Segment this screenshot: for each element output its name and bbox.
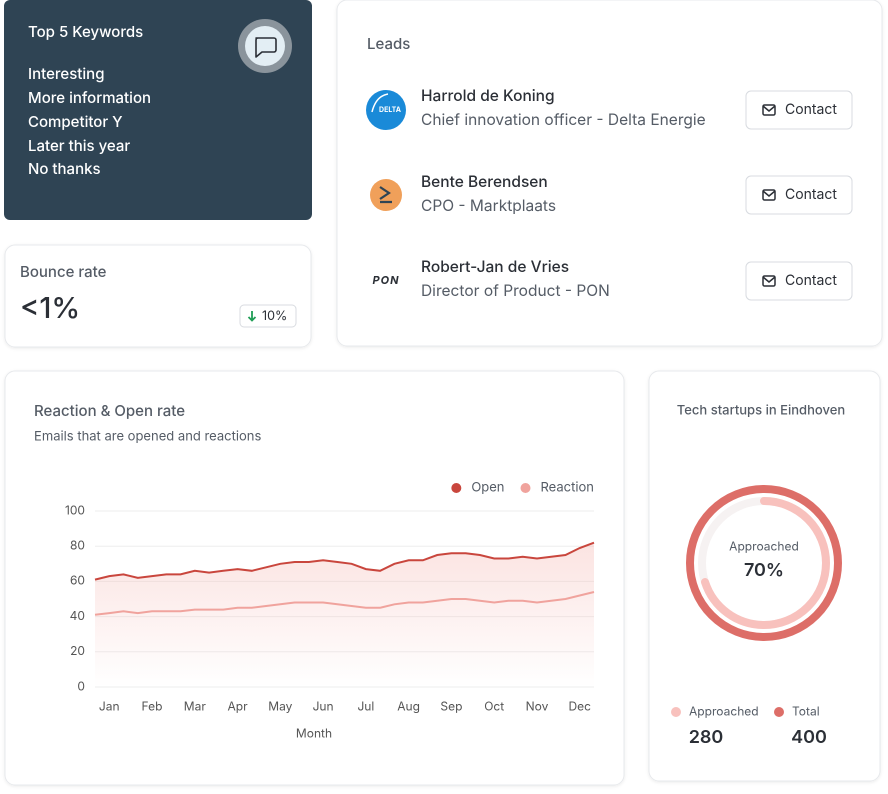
- chat-icon: [238, 19, 292, 73]
- donut-center-value: 70%: [744, 560, 784, 581]
- keyword: No thanks: [28, 159, 101, 178]
- delta-logo: DELTA: [366, 90, 406, 130]
- legend-dot: [671, 707, 681, 717]
- donut-total: [686, 485, 842, 641]
- x-tick-label: Nov: [526, 698, 549, 713]
- leads-card: [336, 0, 883, 347]
- x-tick-label: Apr: [227, 698, 248, 713]
- mail-icon: [762, 190, 776, 197]
- y-tick-label: 40: [70, 608, 85, 623]
- lead-name: Robert-Jan de Vries: [421, 257, 569, 276]
- bounce-card: [4, 244, 312, 348]
- x-axis-label: Month: [296, 725, 332, 740]
- mail-icon: [762, 189, 776, 201]
- legend-label: Total: [792, 703, 820, 718]
- keyword: More information: [28, 88, 151, 107]
- x-tick-label: Feb: [142, 698, 163, 713]
- legend-label: Open: [471, 480, 504, 496]
- keyword: Competitor Y: [28, 112, 123, 131]
- contact-button[interactable]: [745, 261, 853, 301]
- logo-text: DELTA: [379, 105, 402, 114]
- keyword: Interesting: [28, 64, 105, 83]
- x-tick-label: Sep: [440, 698, 462, 713]
- legend-label: Approached: [689, 703, 759, 718]
- legend-dot: [520, 483, 531, 493]
- pon-logo: PON: [373, 273, 400, 287]
- x-tick-label: Oct: [484, 698, 504, 713]
- x-tick-label: Aug: [397, 698, 420, 713]
- keywords-title: Top 5 Keywords: [28, 22, 143, 41]
- bounce-value: <1%: [20, 290, 80, 325]
- legend-dot: [451, 483, 462, 493]
- mail-icon: [762, 276, 776, 283]
- leads-title: Leads: [367, 34, 410, 53]
- y-tick-label: 20: [70, 643, 85, 658]
- keyword: Later this year: [28, 136, 130, 155]
- contact-button[interactable]: [745, 175, 853, 215]
- donut-title: Tech startups in Eindhoven: [677, 403, 845, 419]
- legend-dot: [774, 707, 784, 717]
- x-tick-label: Mar: [184, 698, 207, 713]
- x-tick-label: Jun: [313, 698, 334, 713]
- contact-label: Contact: [785, 101, 837, 118]
- lead-name: Harrold de Koning: [421, 86, 555, 105]
- donut-arc: [698, 497, 830, 629]
- chart-title: Reaction & Open rate: [34, 401, 185, 420]
- line: [94, 541, 595, 581]
- legend-value: 280: [689, 727, 724, 748]
- donut-card: [648, 370, 881, 782]
- area: [95, 542, 594, 687]
- change-badge: [239, 304, 297, 328]
- x-tick-label: Jul: [357, 698, 374, 713]
- y-tick-label: 100: [65, 502, 85, 517]
- down-arrow: [247, 311, 257, 322]
- legend-value: 400: [791, 727, 827, 748]
- contact-label: Contact: [785, 272, 837, 289]
- bounce-title: Bounce rate: [20, 262, 107, 281]
- keywords-card: [4, 0, 312, 220]
- chart-subtitle: Emails that are opened and reactions: [34, 429, 261, 445]
- change-value: 10%: [262, 309, 287, 324]
- mail-icon: [762, 105, 776, 112]
- y-tick-label: 60: [70, 573, 85, 588]
- mail-icon: [762, 104, 776, 116]
- legend-label: Reaction: [541, 480, 595, 496]
- mail-icon: [762, 275, 776, 287]
- donut-center-label: Approached: [729, 538, 799, 553]
- x-tick-label: May: [268, 698, 292, 713]
- y-tick-label: 80: [70, 537, 85, 552]
- y-tick-label: 0: [77, 678, 85, 693]
- lead-name: Bente Berendsen: [421, 172, 548, 191]
- contact-label: Contact: [785, 186, 837, 203]
- marktplaats-logo: [370, 179, 402, 211]
- x-tick-label: Dec: [568, 698, 591, 713]
- contact-button[interactable]: [745, 90, 853, 130]
- lead-role: CPO - Marktplaats: [421, 196, 556, 215]
- lead-role: Director of Product - PON: [421, 281, 610, 300]
- x-tick-label: Jan: [99, 698, 120, 713]
- line: [94, 591, 595, 616]
- lead-role: Chief innovation officer - Delta Energie: [421, 110, 706, 129]
